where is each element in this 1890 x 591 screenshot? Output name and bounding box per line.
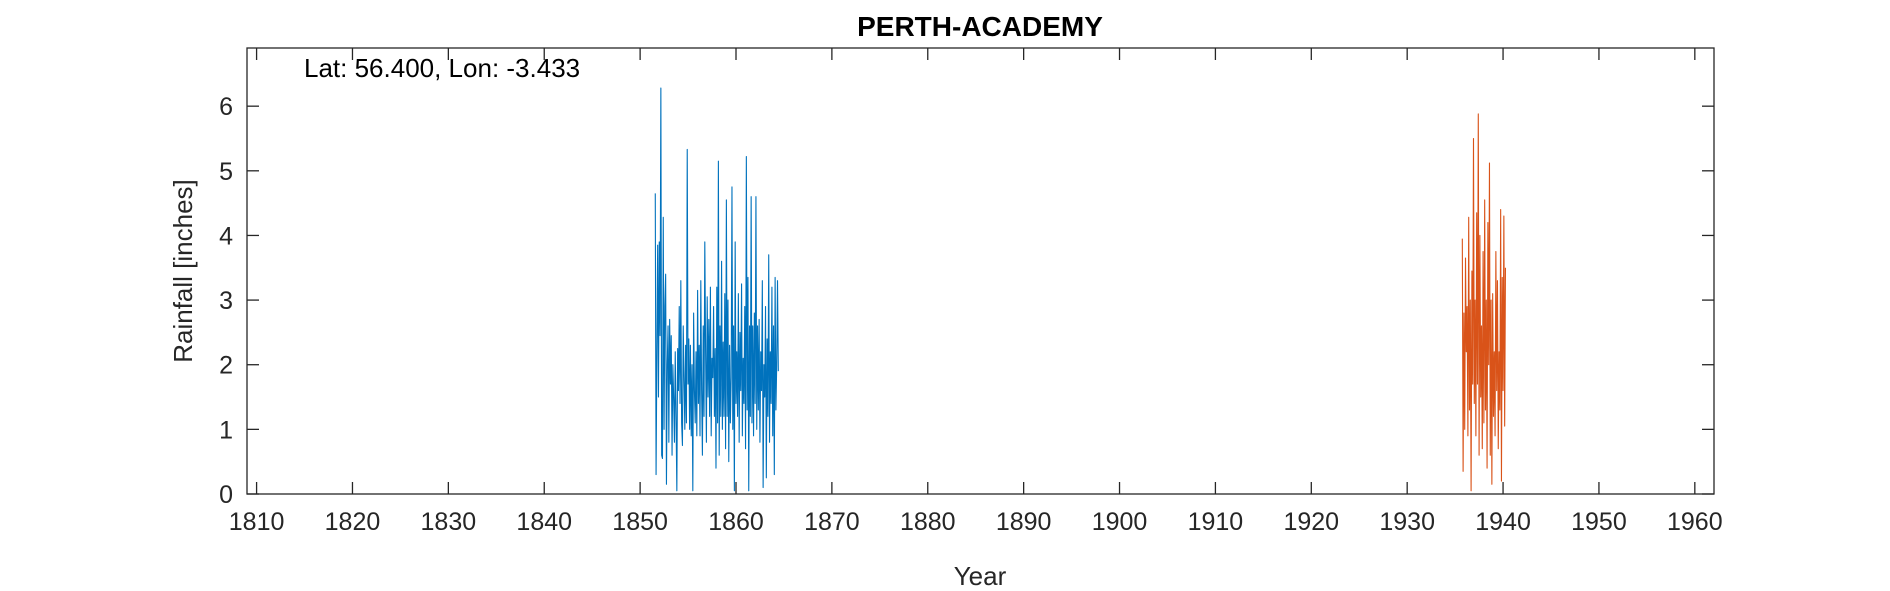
x-tick-label: 1950 (1571, 508, 1627, 536)
x-tick-label: 1810 (229, 508, 285, 536)
x-tick-label: 1850 (612, 508, 668, 536)
y-tick-label: 5 (219, 158, 233, 186)
x-tick-label: 1900 (1092, 508, 1148, 536)
x-tick-label: 1920 (1283, 508, 1339, 536)
x-axis: 1810 1820 1830 1840 1850 1860 1870 1880 1890 1900… (229, 48, 1723, 536)
x-tick-label: 1940 (1475, 508, 1531, 536)
y-tick-label: 1 (219, 416, 233, 444)
x-tick-label: 1960 (1667, 508, 1723, 536)
y-tick-label: 4 (219, 222, 233, 250)
series-line-2 (1461, 113, 1506, 492)
series-line-1 (654, 87, 779, 492)
x-tick-label: 1930 (1379, 508, 1435, 536)
chart-title: PERTH-ACADEMY (857, 11, 1103, 42)
x-axis-label: Year (954, 561, 1007, 591)
series-layer (654, 87, 1506, 492)
y-tick-label: 6 (219, 93, 233, 121)
x-tick-label: 1870 (804, 508, 860, 536)
x-tick-label: 1860 (708, 508, 764, 536)
y-tick-label: 0 (219, 481, 233, 509)
y-axis: 0 1 2 3 4 5 6 (219, 93, 1714, 509)
y-axis-label: Rainfall [inches] (168, 179, 198, 363)
plot-area (246, 47, 1715, 495)
location-annotation: Lat: 56.400, Lon: -3.433 (304, 53, 580, 83)
y-tick-label: 3 (219, 287, 233, 315)
x-tick-label: 1830 (421, 508, 477, 536)
x-tick-label: 1840 (516, 508, 572, 536)
x-tick-label: 1880 (900, 508, 956, 536)
y-tick-label: 2 (219, 352, 233, 380)
x-tick-label: 1820 (325, 508, 381, 536)
x-tick-label: 1890 (996, 508, 1052, 536)
x-tick-label: 1910 (1188, 508, 1244, 536)
